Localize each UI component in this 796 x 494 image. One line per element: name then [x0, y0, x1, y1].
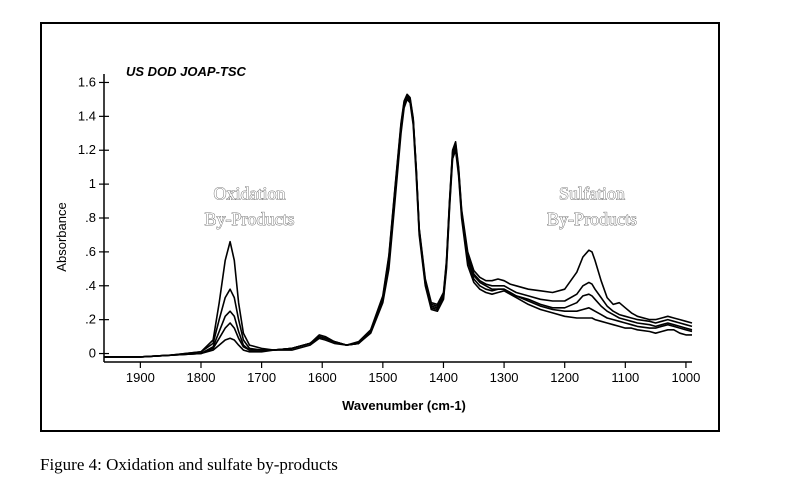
y-tick-label: .4: [85, 278, 96, 293]
series-lines: [104, 93, 693, 358]
annotation-label: By-Products: [204, 209, 294, 229]
x-tick-label: 1100: [611, 370, 639, 385]
y-tick-label: 1.2: [78, 142, 96, 157]
y-tick-label: 1: [89, 176, 96, 191]
x-tick-label: 1600: [308, 370, 337, 385]
figure-caption: Figure 4: Oxidation and sulfate by-produ…: [40, 455, 338, 474]
watermark-label: US DOD JOAP-TSC: [126, 64, 247, 79]
x-tick-label: 1300: [490, 370, 519, 385]
annotation-label: By-Products: [547, 209, 637, 229]
y-tick-label: 1.6: [78, 74, 96, 89]
annotation-label: Oxidation: [213, 183, 285, 203]
x-tick-label: 1000: [671, 370, 700, 385]
y-tick-label: .8: [85, 210, 96, 225]
x-tick-label: 1700: [247, 370, 276, 385]
x-tick-label: 1800: [187, 370, 216, 385]
y-tick-label: 1.4: [78, 108, 96, 123]
figure-frame: US DOD JOAP-TSC 1900 1800 1700 1600 1500 1400…: [40, 22, 720, 432]
x-tick-label: 1400: [429, 370, 458, 385]
y-tick-label: 0: [89, 346, 96, 361]
series-line-5: [104, 93, 693, 358]
x-tick-label: 1200: [550, 370, 579, 385]
annotation-label: Sulfation: [559, 183, 625, 203]
x-ticks: 1900 1800 1700 1600 1500 1400 1300 1200 1100 1000: [126, 362, 700, 385]
x-tick-label: 1500: [368, 370, 397, 385]
x-tick-label: 1900: [126, 370, 155, 385]
annotations: Oxidation By-Products Sulfation By-Products: [204, 183, 637, 229]
y-ticks: 0 .2 .4 .6 .8 1 1.2 1.4 1.6: [78, 74, 109, 361]
y-tick-label: .2: [85, 312, 96, 327]
x-axis-label: Wavenumber (cm-1): [342, 398, 466, 413]
spectrum-chart: US DOD JOAP-TSC 1900 1800 1700 1600 1500 1400…: [54, 64, 700, 413]
y-tick-label: .6: [85, 244, 96, 259]
y-axis-label: Absorbance: [54, 202, 69, 271]
